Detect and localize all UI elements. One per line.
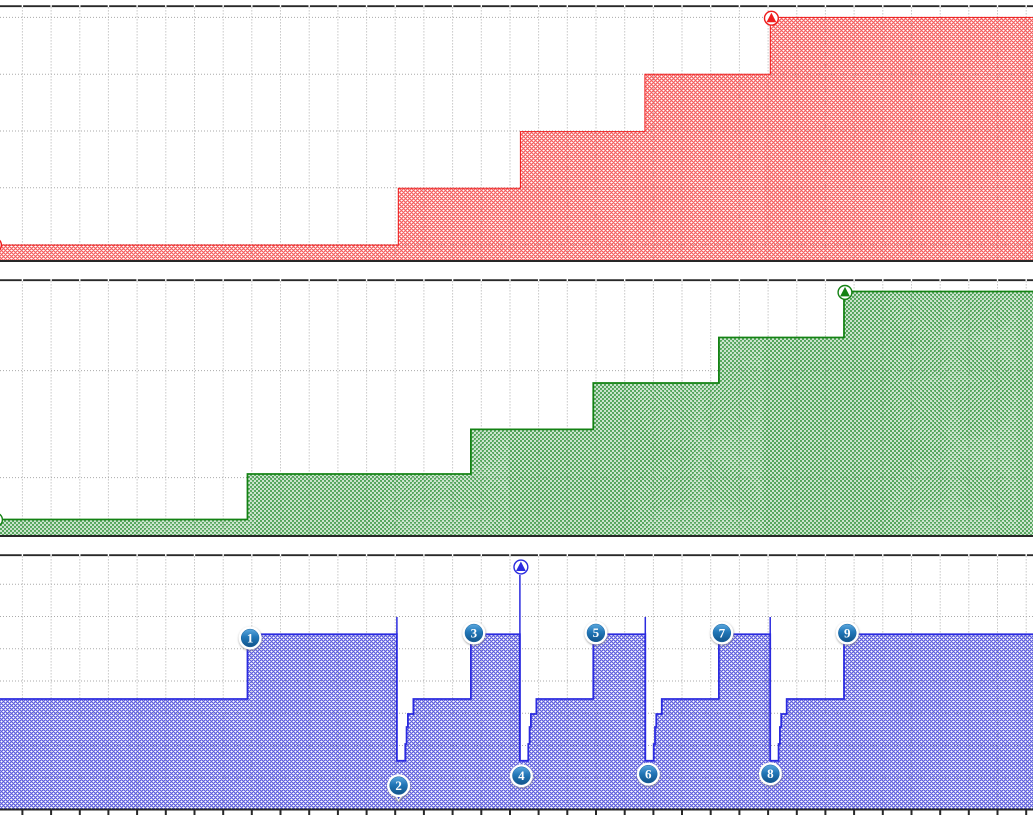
svg-text:2: 2 (395, 778, 402, 793)
svg-text:9: 9 (844, 625, 851, 640)
svg-text:1: 1 (247, 630, 254, 645)
svg-text:7: 7 (719, 625, 726, 640)
svg-text:8: 8 (767, 766, 774, 781)
svg-text:4: 4 (518, 768, 525, 783)
svg-text:5: 5 (593, 625, 600, 640)
svg-text:3: 3 (471, 625, 478, 640)
svg-text:6: 6 (645, 766, 652, 781)
